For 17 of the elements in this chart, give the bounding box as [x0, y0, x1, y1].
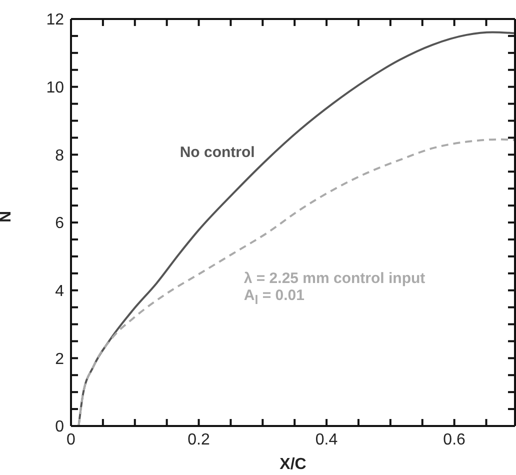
y-tick-label: 4: [55, 283, 64, 300]
x-tick-label: 0: [66, 431, 76, 448]
y-axis-title: N: [0, 210, 15, 222]
x-axis-title: X/C: [280, 456, 307, 473]
x-tick-label: 0.6: [443, 431, 466, 448]
series-label: No control: [180, 144, 255, 161]
annotation: A$_{l}$ = 0.01: [244, 286, 306, 307]
y-tick-label: 8: [55, 147, 64, 164]
y-tick-label: 2: [55, 350, 64, 368]
y-tick-label: 12: [46, 12, 64, 29]
x-tick-label: 0.4: [315, 431, 338, 448]
line-series: [78, 138, 515, 426]
series-label: λ = 2.25 mm control input: [244, 270, 426, 287]
y-tick-label: 10: [46, 80, 64, 97]
y-tick-label: 0: [55, 418, 64, 436]
y-tick-label: 6: [55, 215, 64, 232]
x-tick-label: 0.2: [188, 431, 210, 448]
